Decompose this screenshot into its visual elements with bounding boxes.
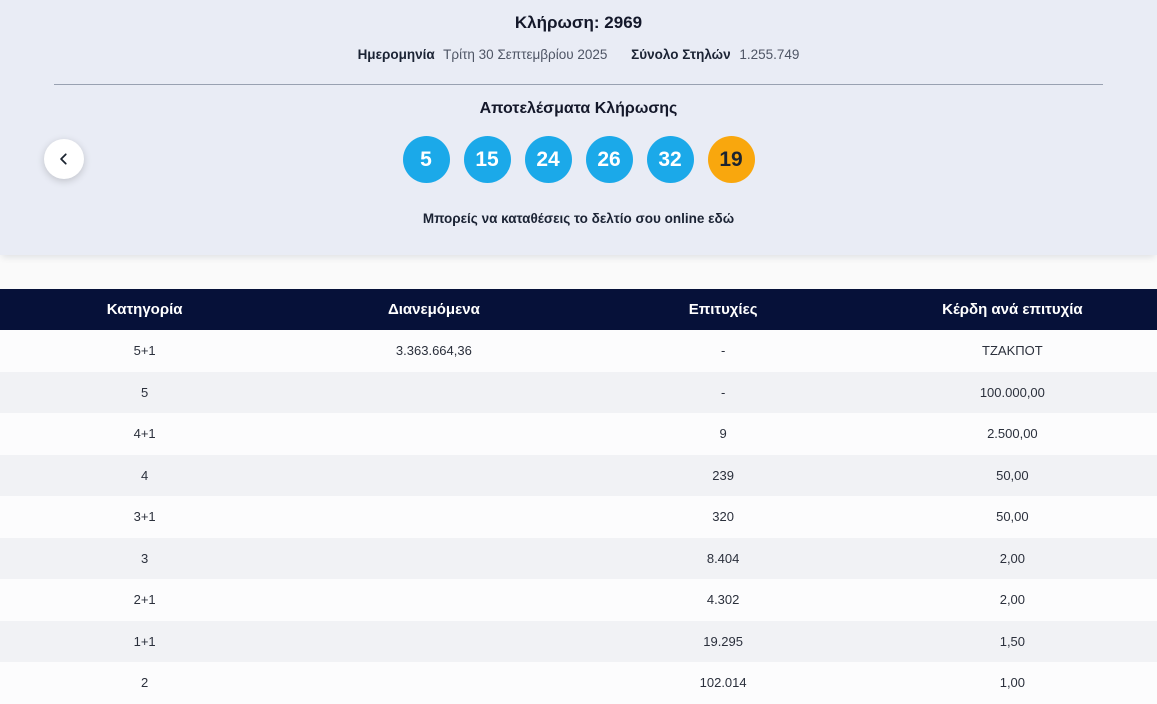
winning-number-ball: 15 bbox=[463, 136, 511, 183]
draw-title: Κλήρωση: 2969 bbox=[0, 0, 1157, 34]
draw-results-card: Κλήρωση: 2969 Ημερομηνία Τρίτη 30 Σεπτεμ… bbox=[0, 0, 1157, 255]
table-row: 4 239 50,00 bbox=[0, 454, 1157, 497]
deposit-online-link[interactable]: εδώ bbox=[708, 211, 735, 226]
table-cell: 102.014 bbox=[699, 675, 747, 691]
table-cell: 50,00 bbox=[996, 509, 1029, 525]
table-cell: 239 bbox=[712, 467, 734, 483]
winning-number-ball: 26 bbox=[585, 136, 633, 183]
chevron-left-icon bbox=[57, 152, 71, 166]
table-cell bbox=[289, 579, 578, 621]
table-row: 3+1 320 50,00 bbox=[0, 496, 1157, 538]
table-cell bbox=[289, 662, 578, 704]
total-columns: Σύνολο Στηλών 1.255.749 bbox=[631, 47, 799, 62]
table-header-row: Κατηγορία Διανεμόμενα Επιτυχίες Κέρδη ανά ε… bbox=[0, 289, 1157, 330]
table-cell: 2.500,00 bbox=[987, 426, 1038, 442]
table-cell: 1,50 bbox=[999, 633, 1026, 649]
prize-table: Κατηγορία Διανεμόμενα Επιτυχίες Κέρδη ανά ε… bbox=[0, 289, 1157, 704]
table-cell bbox=[289, 455, 578, 497]
table-cell bbox=[289, 538, 578, 580]
prize-table-section: Κατηγορία Διανεμόμενα Επιτυχίες Κέρδη ανά ε… bbox=[0, 289, 1157, 704]
table-cell bbox=[289, 621, 578, 663]
table-cell: 4.302 bbox=[706, 592, 740, 608]
previous-draw-button[interactable] bbox=[44, 139, 84, 179]
table-row: 5+1 3.363.664,36 - ΤΖΑΚΠΟΤ bbox=[0, 330, 1157, 372]
table-cell: 2 bbox=[141, 675, 149, 691]
draw-meta: Ημερομηνία Τρίτη 30 Σεπτεμβρίου 2025 Σύν… bbox=[0, 46, 1157, 64]
table-cell: 1+1 bbox=[133, 633, 156, 649]
draw-date-label: Ημερομηνία bbox=[357, 47, 435, 62]
draw-date-value: Τρίτη 30 Σεπτεμβρίου 2025 bbox=[443, 47, 608, 62]
table-cell: 19.295 bbox=[703, 633, 743, 649]
table-cell: 100.000,00 bbox=[979, 384, 1045, 400]
table-cell: 1,00 bbox=[999, 675, 1026, 691]
table-cell: - bbox=[720, 343, 726, 359]
results-table-body: 5+1 3.363.664,36 - ΤΖΑΚΠΟΤ 5 - 100.000,00 4+1 9 2… bbox=[0, 330, 1157, 704]
column-header: Διανεμόμενα bbox=[289, 289, 579, 330]
table-row: 4+1 9 2.500,00 bbox=[0, 413, 1157, 455]
table-cell: 2+1 bbox=[133, 592, 156, 608]
draw-number: 2969 bbox=[604, 13, 643, 32]
column-header: Επιτυχίες bbox=[578, 289, 868, 330]
table-cell: - bbox=[720, 384, 726, 400]
table-row: 2+1 4.302 2,00 bbox=[0, 579, 1157, 621]
table-cell: 2,00 bbox=[999, 592, 1026, 608]
table-cell: 9 bbox=[719, 426, 727, 442]
draw-title-label: Κλήρωση: bbox=[514, 13, 600, 32]
table-cell: 2,00 bbox=[999, 550, 1026, 566]
draw-date: Ημερομηνία Τρίτη 30 Σεπτεμβρίου 2025 bbox=[358, 47, 612, 62]
column-header: Κέρδη ανά επιτυχία bbox=[867, 289, 1157, 330]
column-header: Κατηγορία bbox=[0, 289, 290, 330]
table-cell: 4 bbox=[141, 467, 149, 483]
joker-number-ball: 19 bbox=[707, 136, 755, 183]
total-columns-label: Σύνολο Στηλών bbox=[631, 47, 731, 62]
table-cell: 50,00 bbox=[996, 467, 1029, 483]
table-row: 5 - 100.000,00 bbox=[0, 371, 1157, 414]
divider bbox=[54, 84, 1103, 85]
table-cell: ΤΖΑΚΠΟΤ bbox=[982, 343, 1043, 359]
deposit-online-text: Μπορείς να καταθέσεις το δελτίο σου onli… bbox=[422, 211, 705, 226]
table-cell: 5+1 bbox=[133, 343, 156, 359]
table-cell: 5 bbox=[141, 384, 149, 400]
table-cell: 8.404 bbox=[706, 550, 740, 566]
table-row: 1+1 19.295 1,50 bbox=[0, 620, 1157, 663]
winning-number-ball: 32 bbox=[646, 136, 694, 183]
winning-numbers: 5 15 24 26 32 19 bbox=[0, 136, 1157, 183]
table-cell bbox=[289, 372, 578, 414]
results-heading: Αποτελέσματα Κλήρωσης bbox=[479, 100, 678, 117]
table-cell bbox=[289, 413, 578, 455]
table-cell: 3 bbox=[141, 550, 149, 566]
table-row: 3 8.404 2,00 bbox=[0, 537, 1157, 580]
deposit-online-cta: Μπορείς να καταθέσεις το δελτίο σου onli… bbox=[0, 211, 1157, 227]
table-cell bbox=[289, 496, 578, 538]
table-cell: 4+1 bbox=[133, 426, 156, 442]
winning-number-ball: 24 bbox=[524, 136, 572, 183]
table-cell: 3+1 bbox=[133, 509, 156, 525]
table-row: 2 102.014 1,00 bbox=[0, 662, 1157, 704]
table-cell: 3.363.664,36 bbox=[395, 343, 472, 359]
table-cell: 320 bbox=[712, 509, 734, 525]
winning-number-ball: 5 bbox=[402, 136, 450, 183]
total-columns-value: 1.255.749 bbox=[739, 47, 800, 62]
